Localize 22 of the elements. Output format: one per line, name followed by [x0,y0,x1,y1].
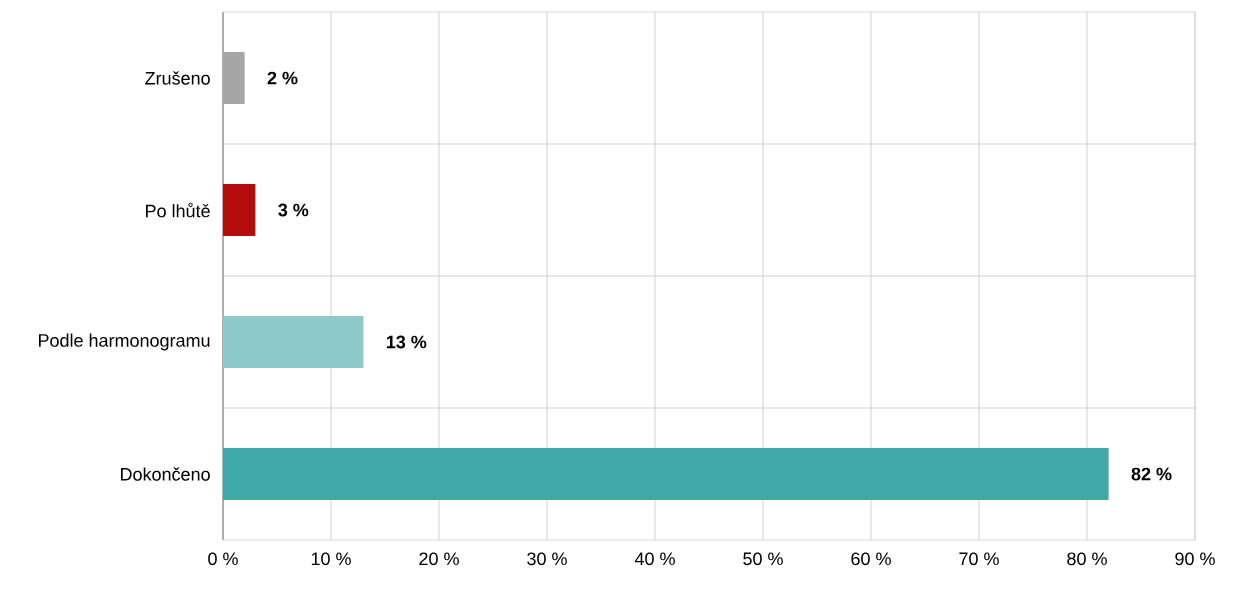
data-label: 2 % [267,71,298,85]
y-tick-label: Po lhůtě [146,202,210,218]
x-tick-label: 30 % [527,552,567,566]
data-label: 3 % [278,203,309,217]
y-tick-label: Zrušeno [145,71,210,85]
x-tick-label: 0 % [208,552,238,566]
bar [223,316,364,369]
y-tick-label: Dokončeno [121,467,210,481]
x-tick-label: 80 % [1067,552,1107,566]
x-tick-label: 10 % [311,552,351,566]
bar [223,52,245,105]
x-tick-label: 70 % [959,552,999,566]
y-tick-label: Podle harmonogramu [38,333,210,351]
x-tick-label: 20 % [419,552,459,566]
bar [223,448,1109,501]
x-tick-label: 40 % [634,552,675,566]
data-label: 82 % [1131,467,1172,481]
x-tick-label: 50 % [743,552,783,566]
data-label: 13 % [386,335,427,349]
x-tick-label: 60 % [851,552,891,566]
x-tick-label: 90 % [1175,552,1215,566]
bar [223,184,256,237]
